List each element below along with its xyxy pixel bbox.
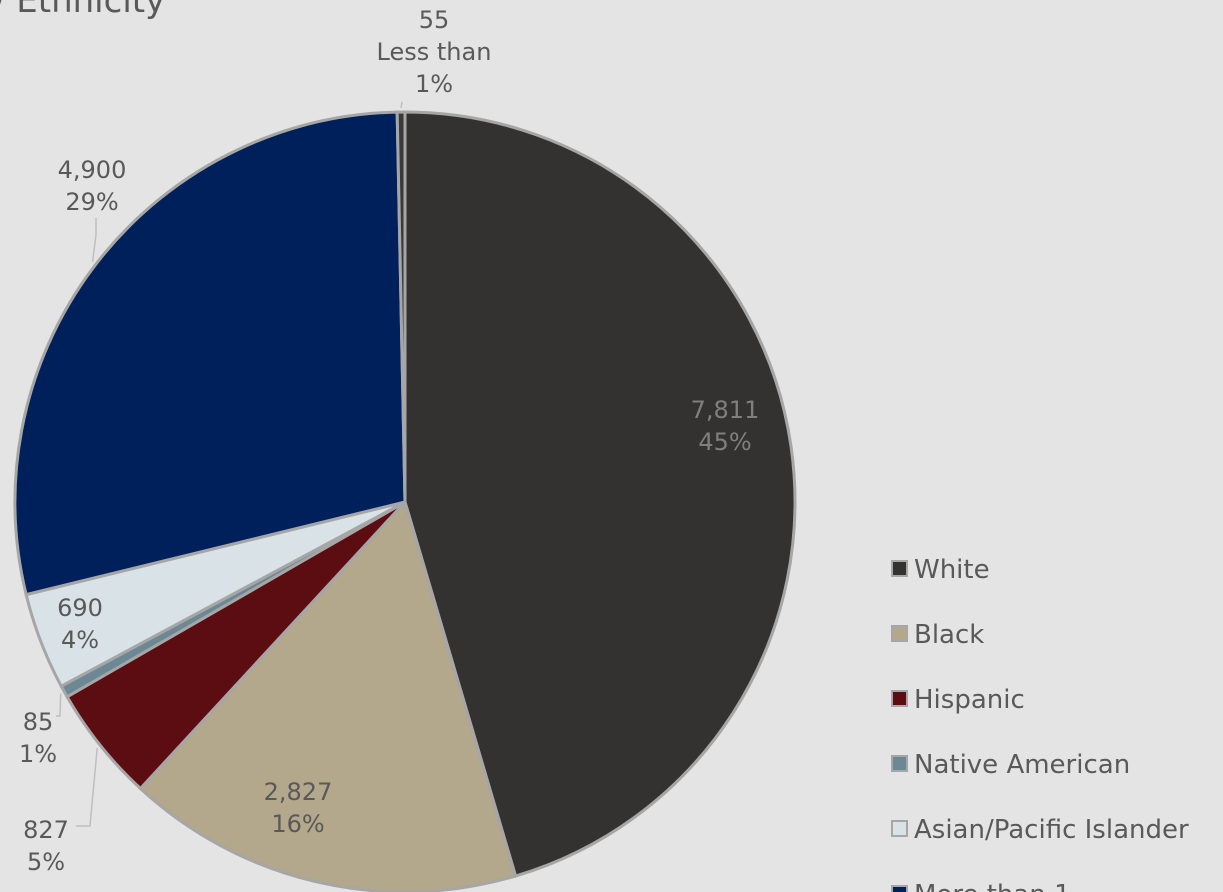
percent-label: 45% [698,428,751,456]
leader-line-hispanic [76,747,98,827]
legend-swatch [891,885,908,892]
value-label: 827 [23,816,69,844]
pie-slice-white [403,110,797,878]
data-label-more-than-1: 4,900 29% [58,156,127,216]
pie-slice-black [138,499,518,892]
leader-line-more-than-1 [91,218,97,262]
data-label-white: 7,811 45% [691,396,760,456]
percent-label: 29% [65,188,118,216]
legend-swatch [891,625,908,642]
leader-line-other [400,101,403,109]
legend-swatch [891,755,908,772]
percent-label: 1% [19,740,57,768]
legend-item-native-american: Native American [891,750,1130,780]
data-label-other: 55 Less than 1% [377,6,492,98]
value-label: 2,827 [264,778,333,806]
legend-label: Native American [914,750,1130,780]
legend-label: Asian/Pacific Islander [914,815,1189,845]
legend: White Black Hispanic Native American Asian/P… [891,555,1189,892]
percent-label: 16% [271,810,324,838]
legend-label: More than 1 [914,880,1071,892]
legend-swatch [891,560,908,577]
legend-item-black: Black [891,620,984,650]
legend-item-more-than-1: More than 1 [891,880,1071,892]
legend-swatch [891,820,908,837]
percent-label: 4% [61,626,99,654]
percent-label: 1% [415,70,453,98]
pie-slice-more-than-1 [13,110,407,597]
value-label: 4,900 [58,156,127,184]
value-label: 7,811 [691,396,760,424]
value-label: 85 [23,708,54,736]
percent-label: 5% [27,848,65,876]
leader-lines [56,101,403,827]
data-labels: 7,81145%2,82716%8275%851%6904%4,90029%55… [19,6,759,876]
data-label-native-american: 851% [19,708,57,768]
chart-title: / Ethnicity [0,0,165,21]
value-label: 690 [57,594,103,622]
legend-label: Black [914,620,984,650]
legend-item-white: White [891,555,990,585]
legend-item-asian-pacific-islander: Asian/Pacific Islander [891,815,1189,845]
legend-swatch [891,690,908,707]
data-label-black: 2,827 16% [264,778,333,838]
legend-label: White [914,555,990,585]
legend-label: Hispanic [914,685,1025,715]
leader-line-native-american [56,693,62,717]
pie-slices [13,110,797,892]
value-label: 55 [419,6,450,34]
percent-label: Less than [377,38,492,66]
pie-slice-other [395,110,407,503]
legend-item-hispanic: Hispanic [891,685,1025,715]
